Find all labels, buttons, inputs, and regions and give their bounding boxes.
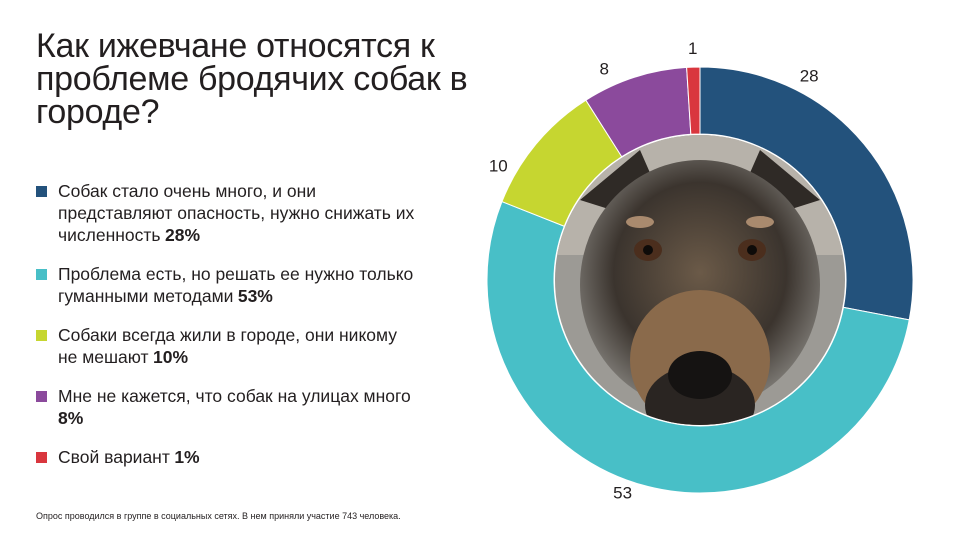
chart-legend: Собак стало очень много, и они представл… xyxy=(36,180,416,485)
legend-swatch xyxy=(36,186,47,197)
legend-item: Мне не кажется, что собак на улицах мног… xyxy=(36,385,416,429)
donut-slice xyxy=(486,200,910,494)
legend-swatch xyxy=(36,391,47,402)
slice-value-label: 10 xyxy=(489,156,508,175)
legend-label: Собак стало очень много, и они представл… xyxy=(58,181,415,245)
page-title: Как ижевчане относятся к проблеме бродяч… xyxy=(36,27,468,131)
legend-swatch xyxy=(36,452,47,463)
slice-value-label: 1 xyxy=(688,39,697,58)
slice-value-label: 53 xyxy=(613,483,632,502)
legend-percent: 1% xyxy=(174,447,200,467)
legend-label: Свой вариант xyxy=(58,447,170,467)
legend-percent: 28% xyxy=(164,225,201,245)
donut-slice xyxy=(686,66,701,135)
legend-percent: 8% xyxy=(58,408,84,428)
legend-swatch xyxy=(36,330,47,341)
legend-percent: 10% xyxy=(153,347,189,367)
legend-swatch xyxy=(36,269,47,280)
slice-value-label: 28 xyxy=(800,66,819,85)
legend-label: Собаки всегда жили в городе, они никому … xyxy=(58,325,398,367)
legend-item: Собаки всегда жили в городе, они никому … xyxy=(36,324,416,368)
donut-slices xyxy=(486,66,914,494)
legend-item: Собак стало очень много, и они представл… xyxy=(36,180,416,246)
stray-dog-photo xyxy=(555,135,845,425)
footnote: Опрос проводился в группе в социальных с… xyxy=(36,511,401,521)
donut-slice xyxy=(699,66,914,321)
legend-item: Свой вариант 1% xyxy=(36,446,416,468)
slice-value-label: 8 xyxy=(600,60,609,79)
legend-percent: 53% xyxy=(237,286,273,306)
slice-labels: 28 53 10 8 1 xyxy=(489,39,819,502)
legend-item: Проблема есть, но решать ее нужно только… xyxy=(36,263,416,307)
legend-label: Проблема есть, но решать ее нужно только… xyxy=(58,264,414,306)
legend-label: Мне не кажется, что собак на улицах мног… xyxy=(58,386,411,406)
